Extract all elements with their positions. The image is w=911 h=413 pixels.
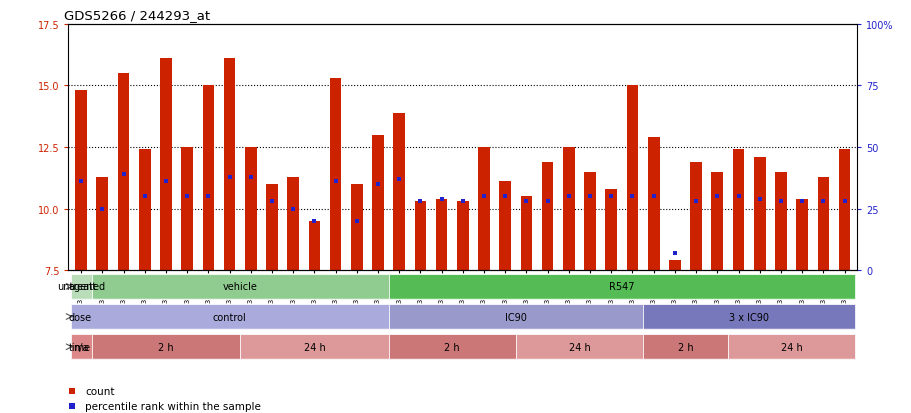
Bar bbox=[732, 150, 743, 271]
Bar bbox=[642, 334, 727, 360]
Text: 2 h: 2 h bbox=[444, 342, 459, 352]
Bar bbox=[70, 304, 388, 330]
Bar bbox=[669, 261, 680, 271]
Bar bbox=[287, 177, 299, 271]
Text: 3 x IC90: 3 x IC90 bbox=[728, 312, 768, 322]
Bar bbox=[795, 199, 807, 271]
Bar bbox=[727, 334, 855, 360]
Text: 24 h: 24 h bbox=[780, 342, 802, 352]
Bar bbox=[266, 185, 278, 271]
Text: agent: agent bbox=[68, 282, 97, 292]
Bar bbox=[92, 334, 240, 360]
Bar bbox=[308, 221, 320, 271]
Bar bbox=[838, 150, 849, 271]
Bar bbox=[160, 59, 171, 271]
Text: 24 h: 24 h bbox=[568, 342, 589, 352]
Text: 2 h: 2 h bbox=[677, 342, 692, 352]
Bar bbox=[626, 86, 638, 271]
Bar bbox=[76, 91, 87, 271]
Bar bbox=[245, 148, 256, 271]
Bar bbox=[690, 162, 701, 271]
Text: untreated: untreated bbox=[57, 282, 105, 292]
Bar bbox=[541, 162, 553, 271]
Bar bbox=[753, 157, 764, 271]
Bar bbox=[388, 334, 516, 360]
Bar bbox=[393, 113, 404, 271]
Bar bbox=[202, 86, 214, 271]
Text: percentile rank within the sample: percentile rank within the sample bbox=[85, 401, 261, 411]
Text: vehicle: vehicle bbox=[222, 282, 257, 292]
Bar bbox=[223, 59, 235, 271]
Bar bbox=[477, 148, 489, 271]
Bar bbox=[92, 274, 388, 299]
Text: R547: R547 bbox=[609, 282, 634, 292]
Text: 2 h: 2 h bbox=[158, 342, 174, 352]
Bar bbox=[520, 197, 532, 271]
Bar bbox=[70, 274, 92, 299]
Text: control: control bbox=[212, 312, 246, 322]
Text: 24 h: 24 h bbox=[303, 342, 325, 352]
Text: count: count bbox=[85, 386, 115, 396]
Bar bbox=[388, 304, 642, 330]
Text: time: time bbox=[68, 342, 91, 352]
Bar bbox=[499, 182, 510, 271]
Bar bbox=[97, 177, 108, 271]
Bar bbox=[816, 177, 828, 271]
Bar bbox=[372, 135, 384, 271]
Bar bbox=[456, 202, 468, 271]
Text: n/a: n/a bbox=[73, 342, 88, 352]
Bar bbox=[647, 138, 659, 271]
Bar bbox=[584, 172, 595, 271]
Bar bbox=[711, 172, 722, 271]
Text: GDS5266 / 244293_at: GDS5266 / 244293_at bbox=[65, 9, 210, 22]
Text: IC90: IC90 bbox=[505, 312, 527, 322]
Bar bbox=[642, 304, 855, 330]
Bar bbox=[330, 79, 341, 271]
Bar bbox=[516, 334, 642, 360]
Bar bbox=[605, 190, 617, 271]
Bar bbox=[562, 148, 574, 271]
Bar bbox=[388, 274, 855, 299]
Bar bbox=[181, 148, 193, 271]
Bar bbox=[118, 74, 129, 271]
Text: dose: dose bbox=[68, 312, 92, 322]
Bar bbox=[415, 202, 425, 271]
Bar bbox=[351, 185, 363, 271]
Bar bbox=[774, 172, 786, 271]
Bar bbox=[138, 150, 150, 271]
Bar bbox=[70, 334, 92, 360]
Bar bbox=[435, 199, 447, 271]
Bar bbox=[240, 334, 388, 360]
